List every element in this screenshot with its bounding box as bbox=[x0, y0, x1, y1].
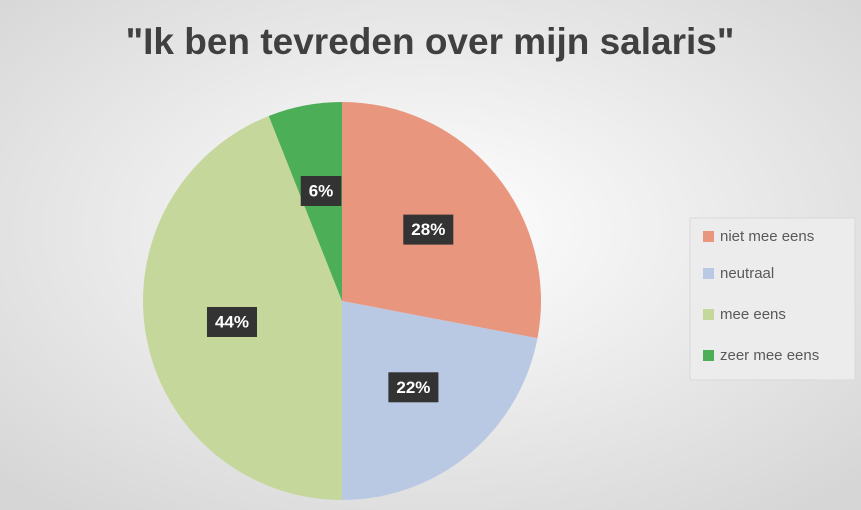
legend-swatch bbox=[703, 231, 714, 242]
data-label-box bbox=[403, 214, 454, 245]
data-label: 6% bbox=[309, 181, 334, 200]
pie-slice bbox=[342, 301, 538, 500]
legend-swatch bbox=[703, 268, 714, 279]
legend-swatch bbox=[703, 350, 714, 361]
data-label: 28% bbox=[411, 220, 445, 239]
legend-swatch bbox=[703, 309, 714, 320]
data-label-box bbox=[388, 372, 439, 403]
legend bbox=[689, 217, 856, 381]
data-label-box bbox=[300, 175, 342, 206]
legend-label: mee eens bbox=[720, 306, 786, 323]
legend-label: neutraal bbox=[720, 265, 774, 282]
data-label: 22% bbox=[396, 378, 430, 397]
data-label-box bbox=[206, 306, 257, 337]
chart-title: "Ik ben tevreden over mijn salaris" bbox=[126, 21, 735, 62]
legend-label: niet mee eens bbox=[720, 228, 814, 245]
data-label: 44% bbox=[215, 312, 249, 331]
legend-label: zeer mee eens bbox=[720, 347, 819, 364]
